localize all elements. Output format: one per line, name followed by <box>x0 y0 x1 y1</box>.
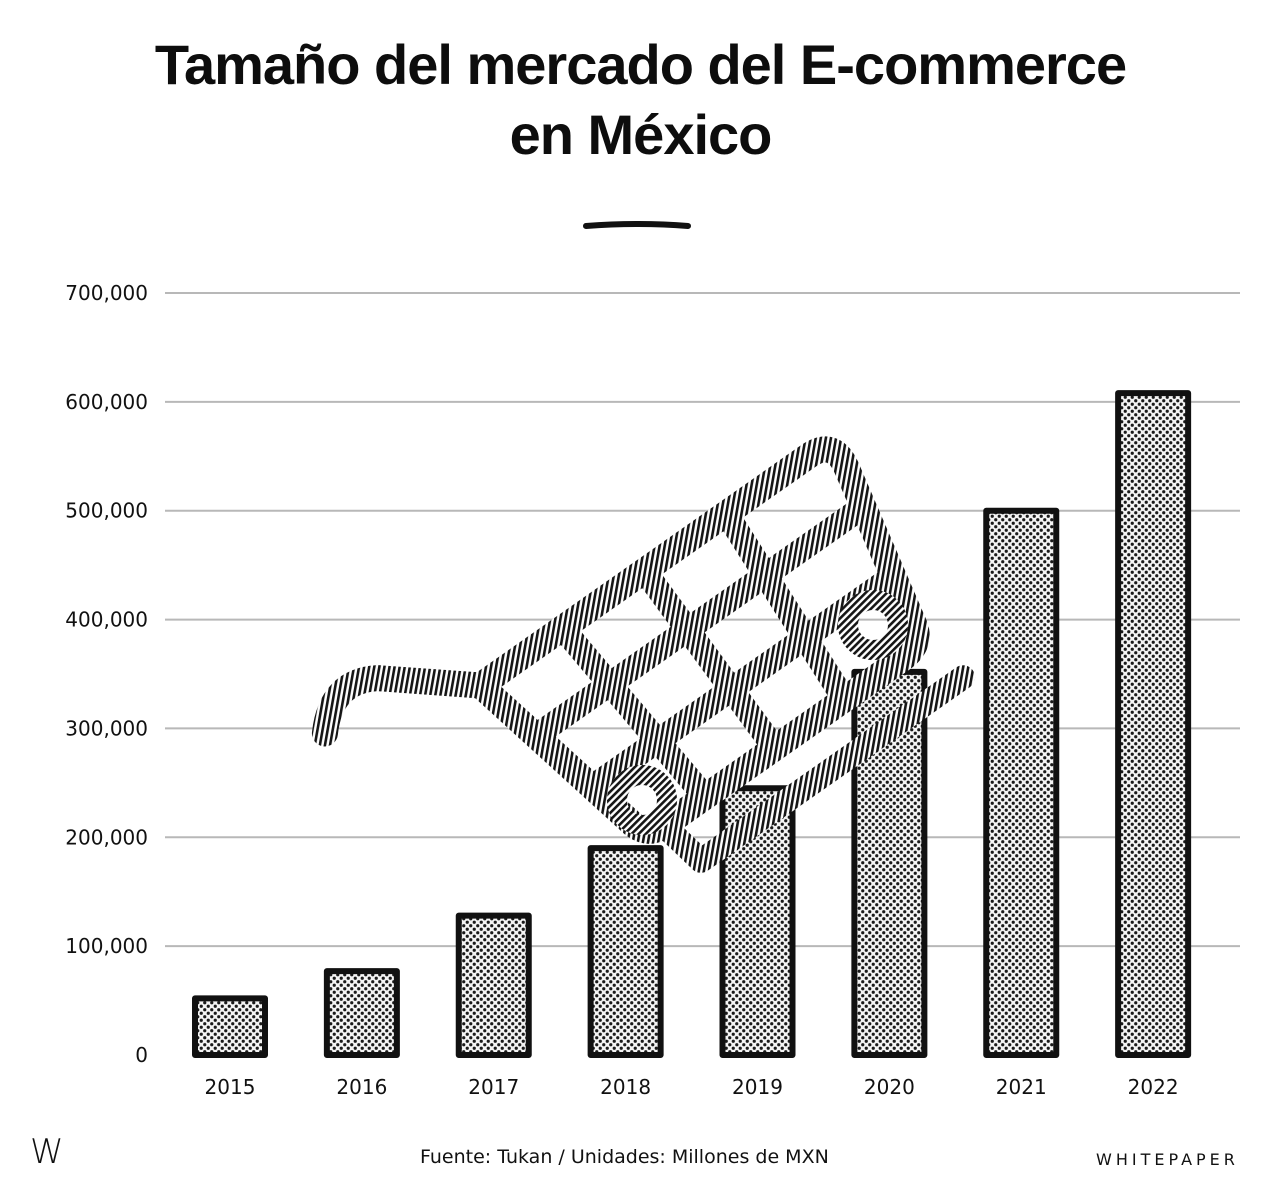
x-tick-label: 2020 <box>864 1075 915 1099</box>
y-tick-label: 500,000 <box>65 499 148 523</box>
y-tick-label: 700,000 <box>65 281 148 305</box>
bar-2018 <box>587 845 664 1059</box>
x-tick-label: 2015 <box>205 1075 256 1099</box>
shopping-cart-icon <box>311 221 976 873</box>
grid-lines <box>165 292 1240 948</box>
x-tick-label: 2021 <box>996 1075 1047 1099</box>
chart-title-line-2: en México <box>509 103 773 166</box>
bar-2015 <box>192 995 268 1058</box>
bar-2017 <box>455 912 532 1058</box>
bar-2021 <box>983 507 1060 1058</box>
brand-wordmark: WHITEPAPER <box>1096 1150 1239 1169</box>
whitepaper-logo: W <box>30 1132 64 1172</box>
bar-2016 <box>323 968 400 1058</box>
source-note: Fuente: Tukan / Unidades: Millones de MX… <box>420 1146 829 1168</box>
chart-title: Tamaño del mercado del E-commerce en Méx… <box>0 30 1281 170</box>
y-tick-label: 100,000 <box>65 934 148 958</box>
x-tick-label: 2016 <box>336 1075 387 1099</box>
x-axis-ticks: 2015 2016 2017 2018 2019 2020 2021 2022 <box>205 1075 1179 1099</box>
y-tick-label: 0 <box>135 1043 148 1067</box>
chart-title-line-1: Tamaño del mercado del E-commerce <box>154 33 1127 96</box>
x-tick-label: 2019 <box>732 1075 783 1099</box>
x-tick-label: 2018 <box>600 1075 651 1099</box>
y-tick-label: 300,000 <box>65 716 148 740</box>
bar-2022 <box>1115 390 1192 1058</box>
x-tick-label: 2017 <box>468 1075 519 1099</box>
y-tick-label: 600,000 <box>65 390 148 414</box>
x-tick-label: 2022 <box>1128 1075 1179 1099</box>
y-tick-label: 400,000 <box>65 608 148 632</box>
y-axis-ticks: 0 100,000 200,000 300,000 400,000 500,000 600,… <box>65 281 148 1067</box>
y-tick-label: 200,000 <box>65 825 148 849</box>
